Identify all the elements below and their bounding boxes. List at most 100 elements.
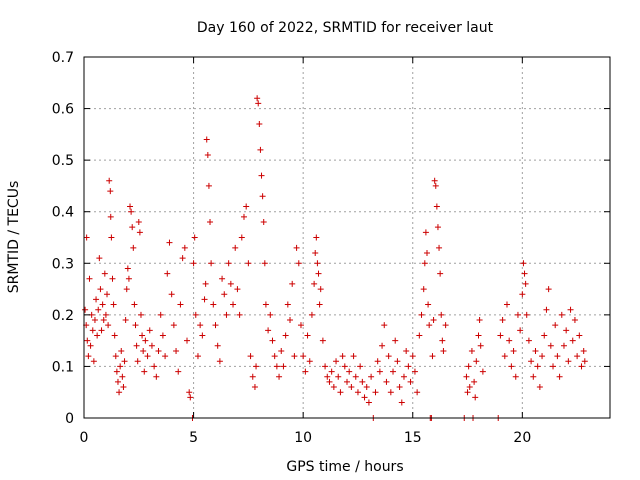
data-point [97, 286, 104, 293]
data-point [227, 280, 234, 287]
data-point [267, 311, 274, 318]
data-point [565, 358, 572, 365]
data-point [472, 394, 479, 401]
data-point [394, 358, 401, 365]
data-point [132, 322, 139, 329]
data-point [204, 151, 211, 158]
data-point [313, 234, 320, 241]
data-point [110, 301, 117, 308]
data-point [261, 260, 268, 267]
data-point [95, 306, 102, 313]
data-point [499, 317, 506, 324]
data-point [407, 378, 414, 385]
data-point [317, 286, 324, 293]
data-point [523, 311, 530, 318]
data-point [243, 203, 250, 210]
data-point [311, 280, 318, 287]
data-point [202, 280, 209, 287]
y-tick-label: 0.1 [52, 359, 74, 375]
data-point [335, 373, 342, 380]
data-point [262, 301, 269, 308]
data-point [91, 317, 98, 324]
data-point [205, 182, 212, 189]
data-point [153, 373, 160, 380]
data-point [560, 342, 567, 349]
data-point [506, 337, 513, 344]
data-point [100, 317, 107, 324]
data-point [93, 296, 100, 303]
data-point [567, 306, 574, 313]
data-point [276, 373, 283, 380]
data-point [98, 327, 105, 334]
data-point [255, 100, 262, 107]
data-point [123, 286, 130, 293]
data-point [385, 353, 392, 360]
data-point [312, 249, 319, 256]
data-point [102, 311, 109, 318]
data-point [89, 327, 96, 334]
data-point [532, 347, 539, 354]
data-point [287, 317, 294, 324]
data-point [112, 353, 119, 360]
data-point [260, 219, 267, 226]
data-point [293, 244, 300, 251]
data-point [289, 280, 296, 287]
data-point [280, 363, 287, 370]
data-point [510, 347, 517, 354]
data-point [416, 332, 423, 339]
data-point [392, 337, 399, 344]
data-point [361, 394, 368, 401]
data-point [179, 255, 186, 262]
data-point [107, 213, 114, 220]
data-point [125, 275, 132, 282]
data-point [578, 363, 585, 370]
data-point [219, 275, 226, 282]
data-point [440, 347, 447, 354]
data-point [254, 95, 261, 102]
data-points [82, 95, 588, 421]
data-point [84, 337, 91, 344]
data-point [134, 358, 141, 365]
data-point [556, 373, 563, 380]
data-point [83, 234, 90, 241]
data-point [191, 234, 198, 241]
data-point [302, 368, 309, 375]
data-point [85, 353, 92, 360]
y-tick-label: 0.7 [52, 50, 74, 66]
data-point [339, 353, 346, 360]
data-point [423, 249, 430, 256]
data-point [265, 327, 272, 334]
data-point [197, 322, 204, 329]
data-point [186, 389, 193, 396]
data-point [571, 317, 578, 324]
data-point [421, 260, 428, 267]
data-point [141, 368, 148, 375]
data-point [306, 358, 313, 365]
data-point [212, 322, 219, 329]
data-point [136, 229, 143, 236]
data-point [124, 265, 131, 272]
data-point [476, 317, 483, 324]
data-point [324, 373, 331, 380]
data-point [256, 121, 263, 128]
data-point [105, 322, 112, 329]
data-point [558, 311, 565, 318]
data-point [221, 291, 228, 298]
data-point [425, 301, 432, 308]
data-point [214, 342, 221, 349]
data-point [259, 193, 266, 200]
data-point [414, 389, 421, 396]
data-point [316, 301, 323, 308]
data-point [101, 270, 108, 277]
data-point [536, 384, 543, 391]
data-point [503, 301, 510, 308]
data-point [517, 327, 524, 334]
data-point [376, 368, 383, 375]
x-axis-label: GPS time / hours [286, 459, 403, 475]
y-axis-label: SRMTID / TECUs [6, 181, 22, 294]
x-tick-label: 0 [80, 430, 89, 446]
data-point [210, 301, 217, 308]
data-point [113, 368, 120, 375]
data-point [175, 368, 182, 375]
data-point [230, 301, 237, 308]
